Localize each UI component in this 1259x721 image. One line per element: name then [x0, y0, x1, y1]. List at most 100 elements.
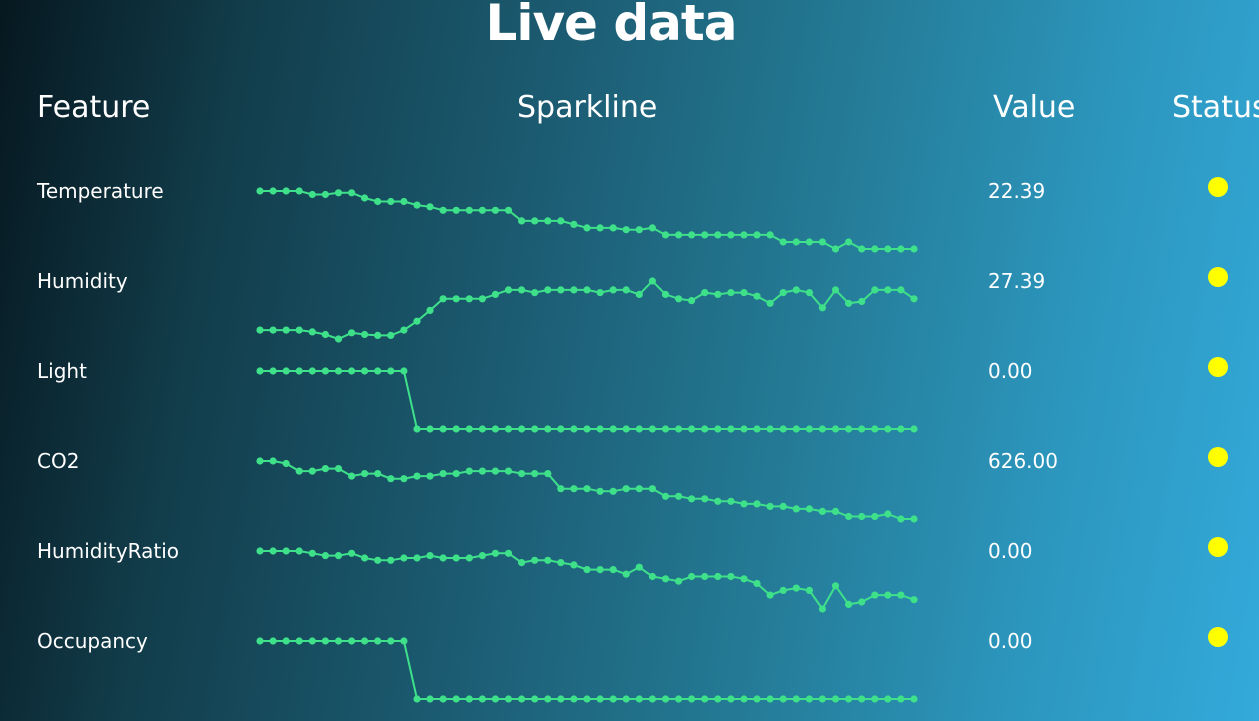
- sparkline-point: [504, 695, 513, 703]
- sparkline-point: [321, 637, 329, 645]
- sparkline-point: [557, 425, 565, 433]
- sparkline-humidityratio: [256, 547, 918, 613]
- sparkline-point: [792, 425, 800, 433]
- sparkline-point: [635, 563, 643, 571]
- sparkline-point: [845, 600, 853, 608]
- sparkline-point: [269, 457, 277, 465]
- sparkline-point: [858, 297, 866, 306]
- sparkline-point: [583, 286, 591, 294]
- sparkline-point: [334, 189, 343, 197]
- sparkline-point: [256, 367, 264, 375]
- sparkline-point: [648, 695, 656, 703]
- status-indicator: [1208, 357, 1228, 377]
- sparkline-point: [570, 286, 578, 294]
- sparkline-point: [727, 231, 735, 239]
- sparkline-point: [688, 495, 696, 503]
- sparkline-point: [282, 459, 290, 468]
- sparkline-point: [531, 695, 539, 703]
- sparkline-point: [400, 197, 408, 206]
- sparkline-point: [413, 317, 421, 325]
- sparkline-point: [491, 467, 499, 475]
- feature-value: 22.39: [988, 179, 1046, 203]
- sparkline-point: [269, 547, 277, 555]
- sparkline-point: [727, 425, 735, 433]
- sparkline-point: [858, 598, 866, 606]
- sparkline-point: [557, 485, 565, 493]
- sparkline-point: [544, 695, 552, 703]
- sparkline-point: [661, 425, 670, 433]
- sparkline-point: [727, 695, 735, 703]
- sparkline-point: [897, 515, 905, 523]
- sparkline-point: [439, 425, 447, 433]
- sparkline-point: [387, 556, 395, 564]
- sparkline-point: [792, 505, 800, 513]
- sparkline-point: [387, 197, 395, 206]
- feature-label: Occupancy: [37, 629, 148, 653]
- sparkline-point: [413, 425, 421, 433]
- sparkline-point: [426, 695, 434, 703]
- sparkline-point: [648, 277, 656, 285]
- sparkline-point: [348, 637, 356, 645]
- sparkline-point: [622, 485, 630, 493]
- sparkline-point: [701, 495, 709, 503]
- sparkline-point: [321, 330, 329, 339]
- sparkline-point: [858, 695, 866, 703]
- sparkline-point: [740, 425, 748, 433]
- sparkline-point: [387, 637, 395, 645]
- sparkline-point: [792, 695, 800, 703]
- sparkline-point: [518, 470, 526, 478]
- sparkline-point: [701, 572, 709, 581]
- status-indicator: [1208, 267, 1228, 287]
- sparkline-point: [727, 572, 735, 581]
- sparkline-point: [622, 695, 630, 703]
- sparkline-point: [400, 475, 408, 483]
- sparkline-point: [701, 695, 709, 703]
- sparkline-point: [478, 467, 486, 475]
- sparkline-point: [740, 695, 748, 703]
- sparkline-point: [714, 572, 722, 581]
- sparkline-point: [727, 289, 735, 297]
- sparkline-series: [260, 550, 915, 611]
- sparkline-point: [531, 425, 539, 433]
- sparkline-occupancy: [256, 637, 918, 703]
- sparkline-point: [531, 289, 539, 297]
- sparkline-point: [792, 286, 800, 294]
- sparkline-point: [884, 695, 892, 703]
- sparkline-point: [714, 497, 722, 505]
- sparkline-point: [518, 695, 526, 703]
- sparkline-point: [753, 231, 761, 239]
- sparkline-point: [714, 290, 722, 298]
- sparkline-point: [818, 507, 827, 515]
- sparkline-point: [596, 566, 604, 574]
- sparkline-point: [374, 331, 382, 339]
- sparkline-point: [531, 556, 539, 564]
- sparkline-point: [740, 575, 748, 583]
- sparkline-point: [439, 206, 447, 214]
- sparkline-point: [583, 695, 591, 703]
- sparkline-point: [478, 552, 486, 560]
- sparkline-point: [779, 586, 787, 594]
- sparkline-point: [387, 367, 395, 375]
- sparkline-light: [256, 367, 918, 433]
- sparkline-point: [871, 695, 879, 703]
- sparkline-point: [348, 549, 356, 557]
- sparkline-point: [609, 224, 617, 232]
- sparkline-point: [805, 505, 814, 513]
- sparkline-point: [295, 326, 303, 334]
- sparkline-point: [635, 290, 643, 298]
- sparkline-point: [661, 575, 670, 583]
- sparkline-point: [544, 425, 552, 433]
- sparkline-point: [779, 695, 787, 703]
- sparkline-point: [596, 487, 604, 495]
- sparkline-point: [583, 224, 591, 232]
- sparkline-point: [256, 457, 264, 465]
- sparkline-point: [871, 591, 879, 599]
- sparkline-point: [910, 425, 918, 433]
- sparkline-point: [831, 695, 840, 703]
- sparkline-point: [831, 286, 840, 294]
- sparkline-point: [518, 217, 526, 225]
- sparkline-point: [295, 547, 303, 555]
- sparkline-point: [439, 554, 447, 562]
- sparkline-point: [884, 510, 892, 518]
- sparkline-point: [452, 470, 460, 478]
